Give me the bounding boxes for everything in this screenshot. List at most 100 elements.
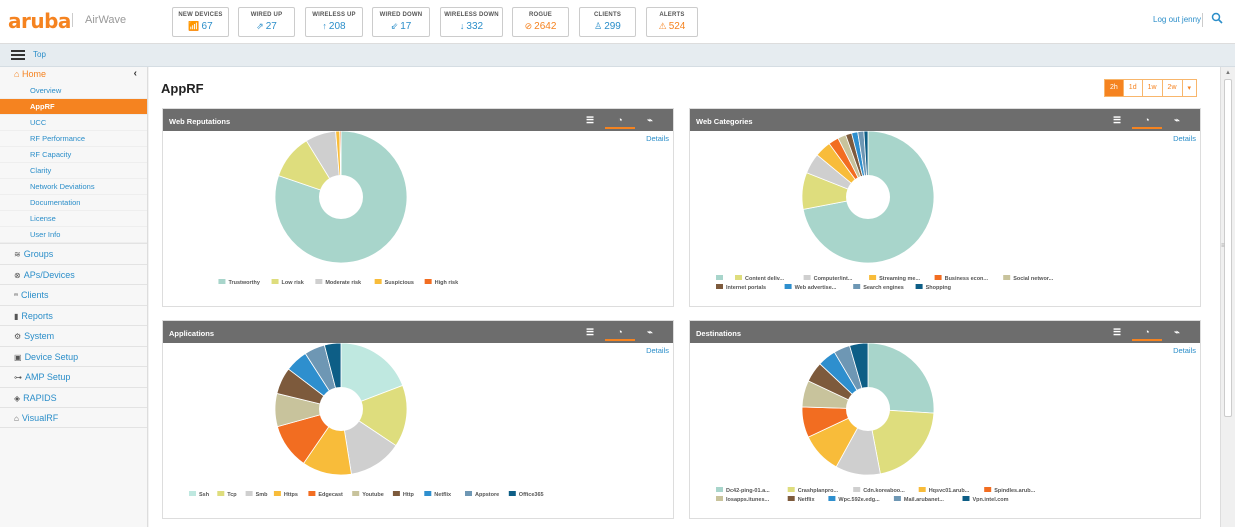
list-view-icon[interactable]: ☰ (1112, 115, 1122, 125)
legend-item-office365[interactable]: Office365 (508, 491, 544, 498)
pie-slice-ssh[interactable] (340, 343, 404, 410)
scroll-thumb[interactable] (1224, 79, 1232, 417)
sidebar-item-reports[interactable]: ▮ Reports (0, 304, 147, 326)
list-view-icon[interactable]: ☰ (585, 115, 595, 125)
sidebar-item-overview[interactable]: Overview (0, 83, 147, 99)
legend-item-web-advertise[interactable]: Web advertise... (784, 284, 837, 291)
trend-view-icon[interactable]: ⌁ (647, 327, 653, 337)
search-icon[interactable] (1211, 12, 1223, 27)
pie-slice-tcp[interactable] (340, 384, 408, 447)
legend-item-dc42-ping-01-a[interactable]: Dc42-ping-01.a... (716, 487, 770, 494)
legend-item-cdn-koreaboo[interactable]: Cdn.koreaboo... (853, 487, 905, 494)
details-link[interactable]: Details (1173, 134, 1196, 143)
legend-item-shopping[interactable]: Shopping (915, 284, 951, 291)
stat-alerts[interactable]: ALERTS ⚠ 524 (646, 7, 698, 37)
sidebar-item-clarity[interactable]: Clarity (0, 163, 147, 179)
stat-clients[interactable]: CLIENTS ♙ 299 (579, 7, 636, 37)
pie-view-icon[interactable]: ◔ (1132, 325, 1162, 341)
legend-item-computer-int[interactable]: Computer/int... (803, 275, 853, 282)
legend-item-iosapps-itunes[interactable]: Iosapps.itunes... (716, 496, 770, 503)
legend-item-hqsvc01-arub[interactable]: Hqsvc01.arub... (918, 487, 970, 494)
legend-item-tcp[interactable]: Tcp (217, 491, 237, 498)
trend-view-icon[interactable]: ⌁ (1174, 115, 1180, 125)
legend-label: Spindles.arub... (994, 488, 1035, 494)
legend-item-http[interactable]: Http (392, 491, 415, 498)
sidebar-item-ucc[interactable]: UCC (0, 115, 147, 131)
pie-view-icon[interactable]: ◔ (605, 113, 635, 129)
details-link[interactable]: Details (646, 134, 669, 143)
sidebar-item-aps-devices[interactable]: ⊗ APs/Devices (0, 263, 147, 285)
sidebar-item-clients[interactable]: ꭩ Clients (0, 284, 147, 305)
legend-item-spindles-arub[interactable]: Spindles.arub... (984, 487, 1036, 494)
sidebar-item-rf-capacity[interactable]: RF Capacity (0, 147, 147, 163)
sidebar-item-rf-performance[interactable]: RF Performance (0, 131, 147, 147)
legend-item-youtube[interactable]: Youtube (352, 491, 384, 498)
legend-item-mail-arubanet[interactable]: Mail.arubanet... (893, 496, 945, 503)
hamburger-menu-icon[interactable] (11, 50, 25, 60)
sidebar-item-rapids[interactable]: ◈ RAPIDS (0, 386, 147, 408)
legend-item-moderate-risk[interactable]: Moderate risk (315, 279, 362, 286)
sidebar-item-license[interactable]: License (0, 211, 147, 227)
sidebar-item-documentation[interactable]: Documentation (0, 195, 147, 211)
logout-link[interactable]: Log out jenny (1153, 15, 1202, 24)
sidebar-item-groups[interactable]: ≋ Groups (0, 243, 147, 264)
legend-item-edgecast[interactable]: Edgecast (308, 491, 343, 498)
list-view-icon[interactable]: ☰ (1112, 327, 1122, 337)
pie-slice-crashplanpro[interactable] (867, 408, 935, 475)
stat-wired-down[interactable]: WIRED DOWN ⇙ 17 (372, 7, 430, 37)
legend-item-business-econ[interactable]: Business econ... (934, 275, 989, 282)
legend-item-content-deliv[interactable]: Content deliv... (735, 275, 784, 282)
trend-view-icon[interactable]: ⌁ (1174, 327, 1180, 337)
legend-item-netflix[interactable]: Netflix (787, 496, 816, 503)
aruba-logo[interactable]: aruba (8, 9, 71, 33)
legend-item-social-networ[interactable]: Social networ... (1003, 275, 1054, 282)
legend-item-smb[interactable]: Smb (245, 491, 269, 498)
legend-item-unlabeled[interactable] (716, 275, 723, 280)
legend-item-vpn-intel-com[interactable]: Vpn.intel.com (962, 496, 1009, 503)
stat-wireless-down[interactable]: WIRELESS DOWN ↓ 332 (440, 7, 503, 37)
stat-new-devices[interactable]: NEW DEVICES 📶 67 (172, 7, 229, 37)
legend-item-suspicious[interactable]: Suspicious (374, 279, 414, 286)
list-view-icon[interactable]: ☰ (585, 327, 595, 337)
sidebar-item-amp-setup[interactable]: ⊶ AMP Setup (0, 366, 147, 387)
sidebar-item-user-info[interactable]: User Info (0, 227, 147, 243)
legend-item-https[interactable]: Https (273, 491, 298, 498)
range-dropdown-chevron-icon[interactable]: ▾ (1187, 85, 1192, 92)
sidebar-item-home[interactable]: ⌂ Home ‹ (0, 67, 147, 83)
legend-swatch (271, 279, 279, 284)
pie-view-icon[interactable]: ◔ (1132, 113, 1162, 129)
range-2w[interactable]: 2w (1163, 80, 1183, 96)
chevron-left-icon[interactable]: ‹ (133, 68, 137, 79)
sidebar-item-system[interactable]: ⚙ System (0, 325, 147, 346)
top-link[interactable]: Top (33, 50, 46, 59)
stat-wired-up[interactable]: WIRED UP ⇗ 27 (238, 7, 295, 37)
range-2h[interactable]: 2h (1105, 80, 1124, 96)
legend-item-search-engines[interactable]: Search engines (853, 284, 904, 291)
legend-item-wpc-592e-edg[interactable]: Wpc.592e.edg... (828, 496, 880, 503)
sidebar-item-network-deviations[interactable]: Network Deviations (0, 179, 147, 195)
legend-item-ssh[interactable]: Ssh (189, 491, 210, 498)
legend-item-low-risk[interactable]: Low risk (271, 279, 305, 286)
details-link[interactable]: Details (1173, 346, 1196, 355)
legend-item-crashplanpro[interactable]: Crashplanpro... (787, 487, 839, 494)
page-scrollbar[interactable]: ▲ ≡ (1220, 67, 1235, 527)
legend-item-high-risk[interactable]: High risk (424, 279, 459, 286)
legend-item-internet-portals[interactable]: Internet portals (716, 284, 766, 291)
pie-view-icon[interactable]: ◔ (605, 325, 635, 341)
range-1w[interactable]: 1w (1143, 80, 1163, 96)
legend-label: Https (284, 492, 298, 498)
details-link[interactable]: Details (646, 346, 669, 355)
sidebar-item-visualrf[interactable]: ⌂ VisualRF (0, 407, 147, 428)
legend-item-appstore[interactable]: Appstore (465, 491, 499, 498)
panel-web-categories: Web Categories ☰ ◔ ⌁ Details Content del… (689, 108, 1201, 307)
legend-item-trustworthy[interactable]: Trustworthy (218, 279, 261, 286)
sidebar-item-apprf[interactable]: AppRF (0, 99, 147, 115)
sidebar-item-device-setup[interactable]: ▣ Device Setup (0, 345, 147, 367)
legend-item-netflix[interactable]: Netflix (424, 491, 452, 498)
trend-view-icon[interactable]: ⌁ (647, 115, 653, 125)
range-1d[interactable]: 1d (1124, 80, 1143, 96)
scroll-up-arrow-icon[interactable]: ▲ (1225, 70, 1231, 76)
legend-item-streaming-me[interactable]: Streaming me... (869, 275, 921, 282)
stat-wireless-up[interactable]: WIRELESS UP ↑ 208 (305, 7, 363, 37)
stat-rogue[interactable]: ROGUE ⊘ 2642 (512, 7, 569, 37)
